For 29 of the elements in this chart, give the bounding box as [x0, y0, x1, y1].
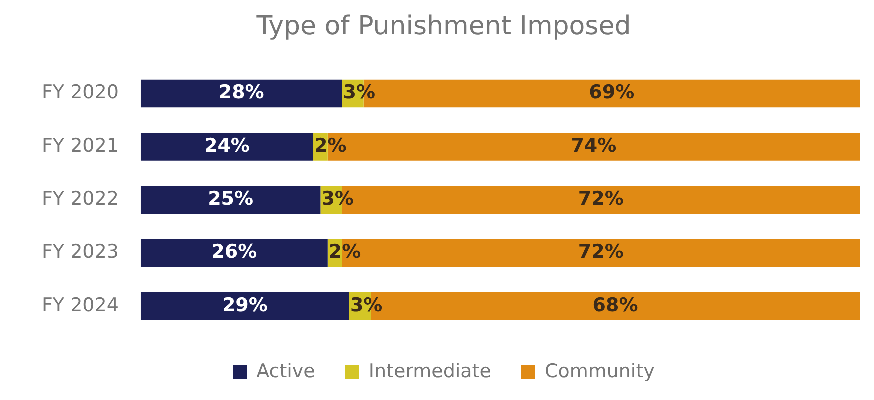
data-label: 26%	[212, 241, 258, 264]
data-label: 69%	[589, 82, 635, 104]
legend-label: Intermediate	[368, 360, 492, 382]
data-label: 3%	[322, 188, 354, 210]
bar	[140, 292, 350, 320]
y-tick-label: FY 2023	[42, 241, 119, 264]
data-label: 72%	[578, 241, 624, 264]
y-tick-label: FY 2020	[42, 82, 119, 104]
y-tick-label: FY 2021	[42, 134, 119, 157]
data-label: 72%	[578, 188, 624, 210]
data-label: 2%	[328, 241, 362, 264]
bar	[140, 186, 321, 214]
data-label: 2%	[314, 134, 347, 157]
data-label: 68%	[592, 294, 638, 316]
y-tick-label: FY 2022	[42, 188, 119, 210]
data-label: 74%	[571, 134, 617, 157]
chart-title: Type of Punishment Imposed	[256, 11, 632, 42]
bar	[140, 80, 342, 108]
data-label: 29%	[222, 294, 268, 316]
bar	[140, 133, 314, 161]
data-label: 25%	[208, 188, 254, 210]
y-tick-label: FY 2024	[42, 294, 119, 316]
data-label: 28%	[218, 82, 264, 104]
legend-label: Active	[256, 360, 316, 382]
data-label: 3%	[350, 294, 383, 316]
data-label: 3%	[343, 82, 376, 104]
bar	[140, 239, 328, 268]
legend-label: Community	[544, 360, 655, 382]
data-label: 24%	[204, 134, 250, 157]
